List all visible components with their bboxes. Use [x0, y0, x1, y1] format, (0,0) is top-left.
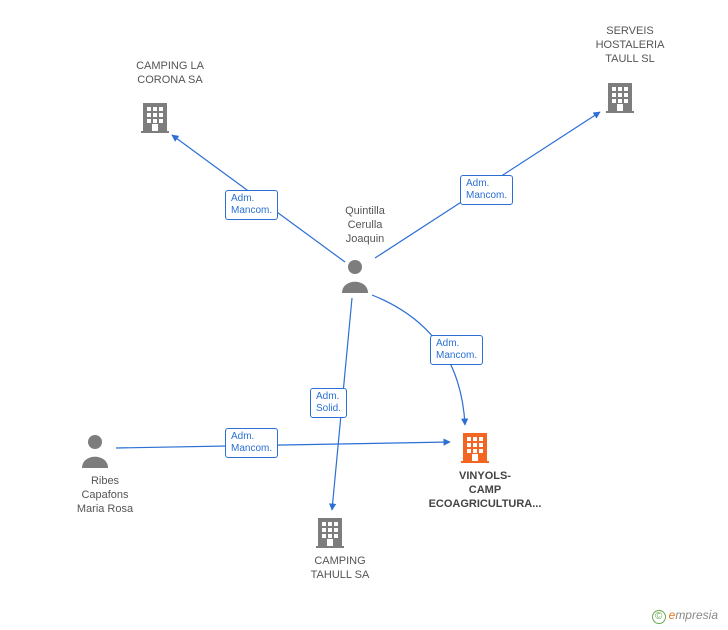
edge-label: Adm.Mancom. — [225, 428, 278, 458]
company-icon[interactable] — [141, 103, 169, 133]
company-icon[interactable] — [316, 518, 344, 548]
person-icon[interactable] — [82, 435, 108, 468]
copyright-symbol: © — [652, 610, 666, 624]
edge-label: Adm.Mancom. — [225, 190, 278, 220]
node-label: SERVEISHOSTALERIATAULL SL — [580, 25, 680, 66]
edge-label: Adm.Mancom. — [430, 335, 483, 365]
node-label: VINYOLS-CAMPECOAGRICULTURA... — [410, 470, 560, 511]
diagram-canvas — [0, 0, 728, 630]
watermark: ©empresia — [652, 608, 718, 624]
node-label: RibesCapafonsMaria Rosa — [60, 475, 150, 516]
company-icon[interactable] — [606, 83, 634, 113]
edge-label: Adm.Mancom. — [460, 175, 513, 205]
node-label: CAMPINGTAHULL SA — [295, 555, 385, 583]
node-label: QuintillaCerullaJoaquin — [325, 205, 405, 246]
person-icon[interactable] — [342, 260, 368, 293]
watermark-text: mpresia — [675, 608, 718, 622]
node-label: CAMPING LACORONA SA — [120, 60, 220, 88]
edge — [116, 442, 450, 448]
company-icon[interactable] — [461, 433, 489, 463]
edge-label: Adm.Solid. — [310, 388, 347, 418]
